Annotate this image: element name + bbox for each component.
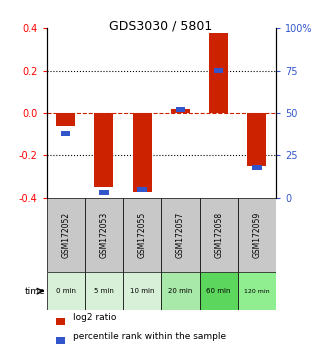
Bar: [133, 113, 152, 192]
Bar: [200, 198, 238, 273]
Bar: [161, 273, 200, 310]
Bar: [99, 190, 109, 195]
Text: 120 min: 120 min: [244, 289, 270, 293]
Bar: [123, 198, 161, 273]
Bar: [176, 107, 185, 112]
Text: 5 min: 5 min: [94, 288, 114, 294]
Text: 0 min: 0 min: [56, 288, 76, 294]
Bar: [200, 273, 238, 310]
Text: GSM172055: GSM172055: [138, 212, 147, 258]
Bar: [214, 68, 223, 73]
Bar: [47, 198, 85, 273]
Text: 10 min: 10 min: [130, 288, 154, 294]
Bar: [85, 198, 123, 273]
Bar: [247, 113, 266, 166]
Bar: [123, 273, 161, 310]
Text: GSM172057: GSM172057: [176, 212, 185, 258]
Text: log2 ratio: log2 ratio: [73, 313, 116, 321]
Text: percentile rank within the sample: percentile rank within the sample: [73, 332, 226, 341]
Text: GSM172053: GSM172053: [100, 212, 108, 258]
Bar: [209, 33, 228, 113]
Bar: [94, 113, 114, 187]
Bar: [238, 273, 276, 310]
Bar: [56, 337, 65, 344]
Bar: [171, 109, 190, 113]
Bar: [56, 113, 75, 126]
Text: 60 min: 60 min: [206, 288, 231, 294]
Bar: [61, 131, 70, 136]
Text: GSM172059: GSM172059: [252, 212, 261, 258]
Text: time: time: [25, 287, 46, 296]
Text: GDS3030 / 5801: GDS3030 / 5801: [109, 19, 212, 33]
Text: GSM172052: GSM172052: [61, 212, 70, 258]
Bar: [137, 187, 147, 192]
Bar: [252, 165, 262, 170]
Bar: [238, 198, 276, 273]
Text: 20 min: 20 min: [168, 288, 193, 294]
Text: GSM172058: GSM172058: [214, 212, 223, 258]
Bar: [85, 273, 123, 310]
Bar: [161, 198, 200, 273]
Bar: [56, 318, 65, 325]
Bar: [47, 273, 85, 310]
